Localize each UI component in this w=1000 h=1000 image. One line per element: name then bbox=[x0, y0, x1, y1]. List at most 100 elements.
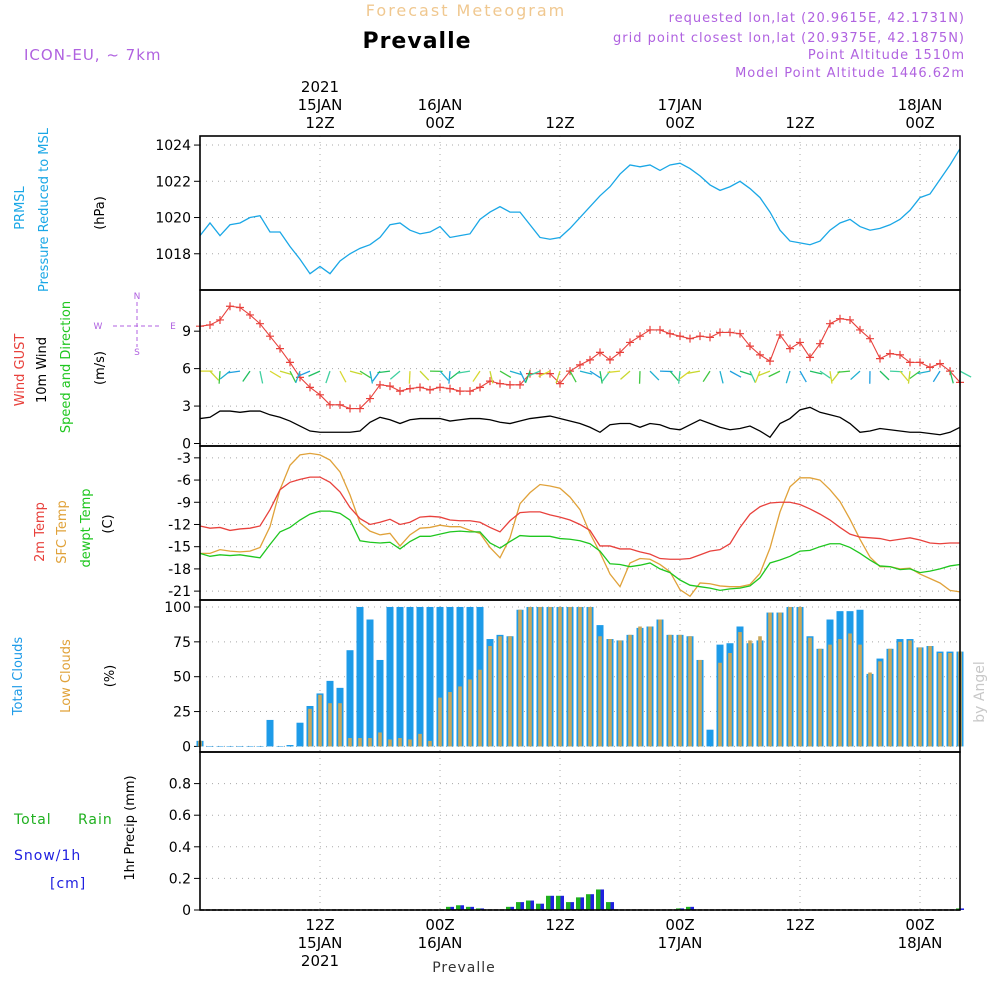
total-clouds-bar bbox=[256, 746, 264, 747]
y-tick-label: -6 bbox=[177, 473, 191, 489]
gust-marker bbox=[676, 332, 684, 341]
snow-bar bbox=[510, 906, 514, 910]
top-date-label: 15JAN bbox=[298, 96, 343, 114]
low-clouds-bar bbox=[428, 740, 432, 747]
low-clouds-bar bbox=[938, 652, 942, 747]
wind-direction-arrow bbox=[879, 370, 890, 381]
total-clouds-bar bbox=[386, 606, 394, 747]
gust-marker bbox=[246, 310, 254, 319]
low-clouds-bar bbox=[698, 659, 702, 747]
gust-marker bbox=[236, 303, 244, 312]
gust-marker bbox=[776, 330, 784, 339]
wind-direction-arrow bbox=[785, 370, 791, 384]
low-clouds-bar bbox=[658, 619, 662, 747]
total-clouds-bar bbox=[366, 619, 374, 747]
low-clouds-bar bbox=[448, 692, 452, 747]
wind-direction-arrow bbox=[739, 370, 753, 376]
total-clouds-bar bbox=[376, 659, 384, 747]
snow-bar bbox=[960, 908, 964, 910]
total-clouds-bar bbox=[246, 746, 254, 747]
low-clouds-bar bbox=[478, 669, 482, 747]
gust-marker bbox=[916, 358, 924, 367]
low-clouds-bar bbox=[388, 739, 392, 747]
gust-marker bbox=[306, 383, 314, 392]
wind-direction-arrow bbox=[325, 370, 331, 384]
bottom-time-label: 00Z bbox=[665, 916, 694, 934]
bottom-time-label: 12Z bbox=[305, 916, 334, 934]
total-label: Total bbox=[13, 812, 52, 828]
wind-direction-label: Speed and Direction bbox=[59, 301, 74, 433]
gust-marker bbox=[266, 332, 274, 341]
rain-bar bbox=[446, 906, 451, 910]
wind-direction-arrow bbox=[457, 370, 471, 374]
total-clouds-bar bbox=[706, 729, 714, 747]
y-tick-label: 100 bbox=[164, 600, 191, 616]
gust-marker bbox=[576, 360, 584, 369]
panel-frame bbox=[199, 135, 961, 291]
total-clouds-bar bbox=[356, 606, 364, 747]
wind-label: 10m Wind bbox=[35, 337, 50, 403]
wind-direction-arrow bbox=[799, 370, 807, 383]
y-tick-label: 0.2 bbox=[169, 871, 191, 887]
low-clouds-bar bbox=[558, 606, 562, 747]
gust-marker bbox=[406, 384, 414, 393]
low-clouds-bar bbox=[808, 637, 812, 747]
low-clouds-bar bbox=[848, 633, 852, 747]
total-clouds-bar bbox=[216, 746, 224, 747]
total-clouds-bar bbox=[416, 606, 424, 747]
wind-direction-arrow bbox=[389, 370, 401, 380]
bottom-time-label: 12Z bbox=[545, 916, 574, 934]
low-clouds-bar bbox=[828, 644, 832, 747]
low-clouds-bar bbox=[308, 708, 312, 747]
bottom-date-label: 15JAN bbox=[298, 934, 343, 952]
low-clouds-bar bbox=[488, 646, 492, 747]
total-clouds-bar bbox=[236, 746, 244, 747]
low-clouds-bar bbox=[368, 738, 372, 747]
y-tick-label: 9 bbox=[182, 324, 191, 340]
low-clouds-bar bbox=[438, 697, 442, 747]
low-clouds-bar bbox=[318, 694, 322, 747]
wind-direction-arrow bbox=[607, 370, 621, 374]
gust-marker bbox=[856, 325, 864, 334]
gust-marker bbox=[926, 363, 934, 372]
wind-direction-arrow bbox=[289, 370, 297, 383]
prmsl-line bbox=[199, 148, 961, 275]
gust-marker bbox=[216, 315, 224, 324]
total-clouds-bar bbox=[226, 746, 234, 747]
gust-marker bbox=[836, 314, 844, 323]
wind-direction-arrow bbox=[599, 371, 603, 384]
location-title: Prevalle bbox=[362, 29, 471, 54]
wind-direction-arrow bbox=[959, 370, 972, 378]
model-altitude: Model Point Altitude 1446.62m bbox=[735, 66, 965, 81]
rain-bar bbox=[586, 894, 591, 910]
dewpt-label: dewpt Temp bbox=[79, 488, 94, 567]
wind-direction-arrow bbox=[837, 370, 851, 373]
low-clouds-bar bbox=[798, 606, 802, 747]
gust-marker bbox=[656, 325, 664, 334]
total-clouds-bar bbox=[446, 606, 454, 747]
panel-frame bbox=[199, 751, 961, 911]
snow-bar bbox=[580, 897, 584, 910]
wind-direction-arrow bbox=[620, 370, 631, 380]
wind-direction-arrow bbox=[729, 370, 742, 378]
snow-label: Snow/1h bbox=[14, 848, 81, 864]
wind-direction-arrow bbox=[719, 370, 724, 384]
wind-direction-arrow bbox=[448, 371, 451, 384]
y-tick-label: 75 bbox=[173, 635, 191, 651]
clouds-unit: (%) bbox=[103, 665, 118, 688]
gust-marker bbox=[336, 400, 344, 409]
gust-marker bbox=[356, 404, 364, 413]
prmsl-label: PRMSL bbox=[13, 185, 28, 229]
bottom-date-label: 17JAN bbox=[658, 934, 703, 952]
watermark: by Angel bbox=[972, 661, 988, 722]
prmsl-unit: (hPa) bbox=[93, 196, 108, 230]
wind-direction-arrow bbox=[850, 370, 861, 381]
low-clouds-bar bbox=[748, 640, 752, 747]
total-clouds-bar bbox=[276, 746, 284, 747]
gust-label: Wind GUST bbox=[13, 334, 28, 407]
low-clouds-bar bbox=[778, 612, 782, 747]
gust-marker bbox=[346, 404, 354, 413]
low-clouds-bar bbox=[338, 703, 342, 747]
point-altitude: Point Altitude 1510m bbox=[808, 48, 965, 63]
